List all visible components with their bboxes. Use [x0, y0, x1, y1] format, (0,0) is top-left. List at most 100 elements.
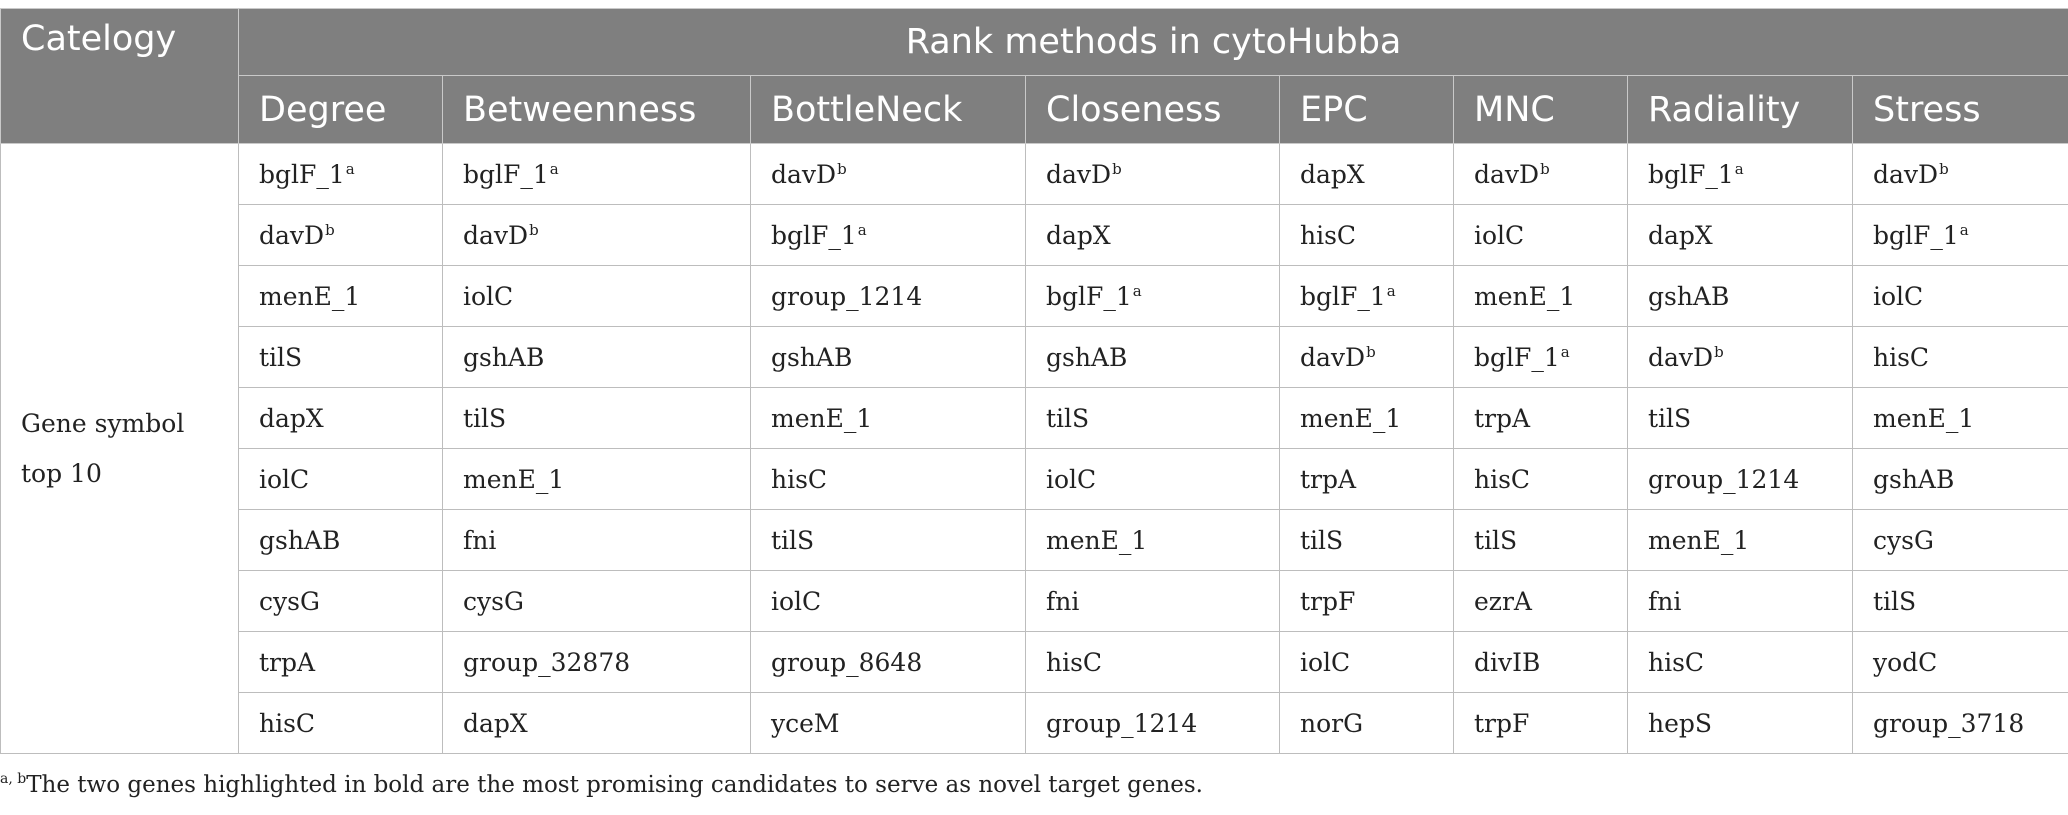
gene-cell: group_32878 — [442, 631, 751, 693]
gene-symbol: menE_1 — [1046, 525, 1148, 555]
rank-methods-header: Rank methods in cytoHubba — [237, 8, 2068, 76]
gene-cell: menE_1 — [1851, 387, 2068, 449]
method-header-row: Degree Betweenness BottleNeck Closeness EPC M… — [1, 75, 2068, 144]
gene-symbol: ezrA — [1474, 586, 1532, 616]
table-row: dapX tilS menE_1 tilS menE_1 trpA tilS menE_1 — [1, 387, 2068, 449]
column-header-mnc: MNC — [1453, 75, 1628, 144]
gene-cell: menE_1 — [442, 448, 751, 510]
gene-symbol: dapX — [1300, 159, 1365, 189]
gene-cell: gshAB — [1851, 448, 2068, 510]
gene-cell: norG — [1279, 692, 1454, 754]
gene-cell: ezrA — [1453, 570, 1628, 632]
gene-symbol: iolC — [1300, 647, 1351, 677]
gene-cell: fni — [1627, 570, 1853, 632]
gene-cell: davDb — [750, 143, 1026, 205]
gene-cell: bglF_1a — [1453, 326, 1628, 388]
gene-cell: tilS — [1627, 387, 1853, 449]
gene-cell: menE_1 — [750, 387, 1026, 449]
gene-symbol: tilS — [1300, 525, 1344, 555]
gene-symbol: tilS — [1648, 403, 1692, 433]
catelogy-header: Catelogy — [0, 8, 239, 144]
gene-cell: trpA — [1279, 448, 1454, 510]
gene-symbol: tilS — [1474, 525, 1518, 555]
gene-cell: iolC — [1279, 631, 1454, 693]
gene-cell: gshAB — [1025, 326, 1280, 388]
gene-symbol: cysG — [1873, 525, 1934, 555]
gene-cell: trpA — [238, 631, 443, 693]
gene-symbol: menE_1 — [1474, 281, 1576, 311]
gene-cell: davDb — [1851, 143, 2068, 205]
table-row: hisC dapX yceM group_1214 norG trpF hepS group_… — [1, 692, 2068, 754]
gene-cell: bglF_1a — [1279, 265, 1454, 327]
gene-cell: tilS — [1453, 509, 1628, 571]
category-label-line2: top 10 — [21, 458, 102, 488]
table-row: menE_1 iolC group_1214 bglF_1a bglF_1a menE_1… — [1, 265, 2068, 327]
gene-cell: yodC — [1851, 631, 2068, 693]
gene-symbol: hisC — [771, 464, 828, 494]
footnote-mark: b — [837, 159, 847, 178]
gene-symbol: group_1214 — [1046, 708, 1198, 738]
gene-cell: davDb — [238, 204, 443, 266]
gene-symbol: davD — [1300, 342, 1366, 372]
gene-cell: bglF_1a — [750, 204, 1026, 266]
gene-cell: group_8648 — [750, 631, 1026, 693]
gene-cell: dapX — [442, 692, 751, 754]
gene-symbol: fni — [463, 525, 497, 555]
footnote-mark: b — [1939, 159, 1949, 178]
footnote-mark: b — [529, 220, 539, 239]
gene-symbol: gshAB — [771, 342, 853, 372]
gene-cell: cysG — [1851, 509, 2068, 571]
gene-symbol: yodC — [1873, 647, 1938, 677]
gene-cell: cysG — [442, 570, 751, 632]
gene-cell: fni — [442, 509, 751, 571]
column-header-stress: Stress — [1851, 75, 2068, 144]
gene-cell: trpF — [1453, 692, 1628, 754]
gene-cell: group_1214 — [1627, 448, 1853, 510]
gene-cell: iolC — [442, 265, 751, 327]
gene-cell: yceM — [750, 692, 1026, 754]
gene-symbol: bglF_1 — [463, 159, 549, 189]
column-header-betweenness: Betweenness — [442, 75, 751, 144]
gene-cell: hisC — [1025, 631, 1280, 693]
table-row: Gene symbol top 10 bglF_1a bglF_1a davDb davD… — [0, 143, 2068, 754]
gene-symbol: group_8648 — [771, 647, 923, 677]
gene-symbol: davD — [1046, 159, 1112, 189]
gene-symbol: hisC — [259, 708, 316, 738]
gene-cell: hisC — [750, 448, 1026, 510]
gene-cell: gshAB — [750, 326, 1026, 388]
gene-symbol: bglF_1 — [1648, 159, 1734, 189]
gene-cell: bglF_1a — [1851, 204, 2068, 266]
gene-cell: bglF_1a — [1025, 265, 1280, 327]
gene-cell: hisC — [238, 692, 443, 754]
gene-symbol: iolC — [463, 281, 514, 311]
gene-symbol: davD — [259, 220, 325, 250]
gene-symbol: fni — [1648, 586, 1682, 616]
gene-cell: menE_1 — [238, 265, 443, 327]
footnote-mark: b — [325, 220, 335, 239]
gene-symbol: norG — [1300, 708, 1364, 738]
footnote-text: The two genes highlighted in bold are th… — [26, 772, 1203, 798]
gene-cell: menE_1 — [1627, 509, 1853, 571]
footnote-mark: b — [1112, 159, 1122, 178]
gene-cell: davDb — [1627, 326, 1853, 388]
footnote-mark: a — [549, 159, 559, 178]
gene-symbol: hisC — [1873, 342, 1930, 372]
footnote-mark: b — [1714, 342, 1724, 361]
gene-symbol: davD — [1873, 159, 1939, 189]
column-header-bottleneck: BottleNeck — [750, 75, 1026, 144]
gene-cell: iolC — [1025, 448, 1280, 510]
gene-cell: dapX — [1627, 204, 1853, 266]
gene-symbol: gshAB — [1046, 342, 1128, 372]
gene-symbol: group_1214 — [1648, 464, 1800, 494]
footnote-mark: a — [1560, 342, 1570, 361]
gene-symbol: group_3718 — [1873, 708, 2025, 738]
gene-symbol: bglF_1 — [1474, 342, 1560, 372]
gene-symbol: trpA — [1474, 403, 1531, 433]
gene-symbol: dapX — [463, 708, 528, 738]
gene-cell: gshAB — [1627, 265, 1853, 327]
gene-symbol: iolC — [1046, 464, 1097, 494]
gene-cell: hisC — [1627, 631, 1853, 693]
gene-symbol: dapX — [1648, 220, 1713, 250]
gene-cell: tilS — [750, 509, 1026, 571]
column-header-radiality: Radiality — [1627, 75, 1853, 144]
